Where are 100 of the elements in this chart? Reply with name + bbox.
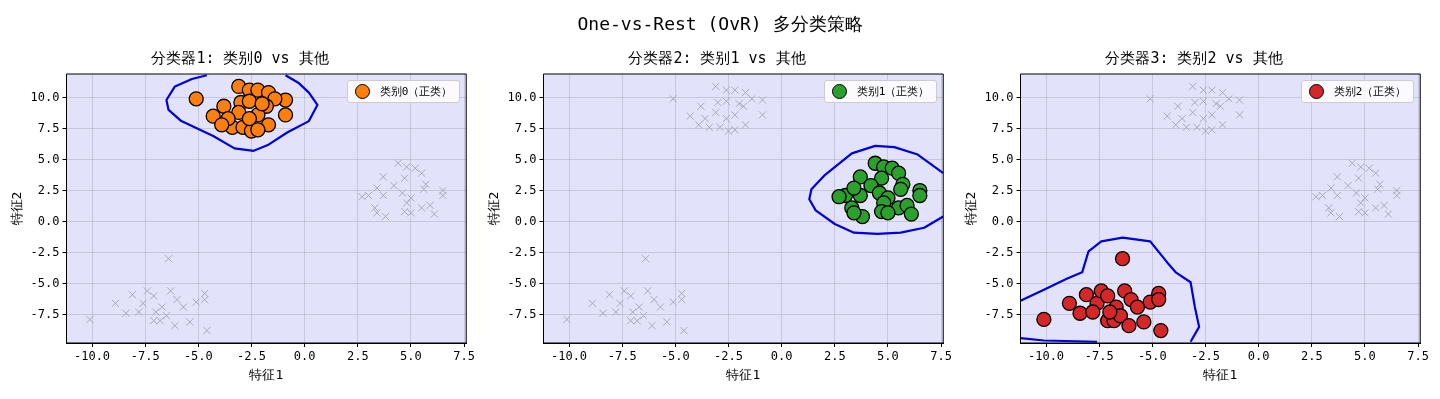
point [1199,114,1208,123]
x-tick-label: 5.0 [400,349,422,364]
point [1182,123,1191,132]
point [626,291,635,300]
point [1312,192,1321,201]
point [722,97,731,106]
point [389,181,398,190]
point [379,191,388,200]
y-tick-label: -7.5 [30,306,60,321]
x-tick-label: 2.5 [1300,349,1323,364]
point [1324,203,1333,212]
x-tick-label: -5.0 [183,349,213,364]
point [1212,99,1221,108]
point [1036,311,1052,328]
point [1218,120,1227,129]
point [650,295,659,304]
point [128,290,137,299]
point [134,307,143,317]
x-tick-label: 0.0 [770,349,793,364]
point [724,126,733,136]
point [1235,110,1244,119]
point [1114,251,1131,267]
point [1380,201,1389,210]
point [156,316,165,325]
y-tick-label: -5.0 [984,275,1014,290]
point [1371,203,1380,212]
point [406,193,415,202]
x-tick-label: 7.5 [453,349,475,364]
y-tick-label: -7.5 [507,306,537,321]
point [1333,172,1342,181]
y-axis-title: 特征2 [486,191,502,226]
point [611,307,620,317]
point [656,303,665,312]
y-axis-title: 特征2 [9,191,25,226]
point [188,91,204,107]
point [426,201,435,210]
point [1192,123,1202,132]
x-tick-label: 5.0 [877,349,899,364]
point [722,86,731,95]
point [701,114,710,123]
point [1085,304,1101,320]
point [1207,86,1216,95]
point [1129,299,1146,315]
point [149,291,158,300]
x-tick-label: -10.0 [73,349,111,364]
chart-title: 分类器2: 类别1 vs 其他 [628,48,806,67]
x-tick-label: 2.5 [346,349,369,364]
y-tick-label: -2.5 [30,244,60,259]
point [669,94,678,103]
x-tick-label: -10.0 [550,349,588,364]
point [735,99,744,108]
point [241,110,258,127]
point [873,170,890,186]
y-tick-label: -2.5 [507,244,537,259]
y-tick-label: 2.5 [514,182,537,197]
y-tick-label: 0.0 [991,213,1014,228]
point [1153,322,1169,339]
point [1201,126,1210,136]
point [122,309,131,318]
point [241,93,258,109]
chart-title: 分类器3: 类别2 vs 其他 [1105,48,1283,67]
point [216,98,232,114]
y-tick-label: 0.0 [37,213,60,228]
y-tick-label: -5.0 [507,275,537,290]
point [1163,112,1172,121]
point [254,96,270,112]
point [370,203,379,212]
point [402,162,411,172]
x-tick-label: -10.0 [1027,349,1065,364]
point [880,205,896,221]
point [643,286,652,295]
point [1078,287,1095,303]
y-tick-label: 7.5 [514,120,537,135]
point [430,210,439,219]
point [679,326,688,335]
x-axis-title: 特征1 [249,366,284,382]
point [202,326,211,335]
point [372,184,381,193]
x-tick-label: -7.5 [607,349,637,364]
point [741,120,750,129]
point [166,286,175,295]
point [1333,191,1342,200]
point [406,208,415,217]
point [730,110,739,119]
point [1188,108,1197,117]
point [372,208,381,217]
point [1348,159,1357,168]
point [173,295,182,304]
point [633,316,642,325]
point [1224,94,1233,103]
point [1384,210,1393,219]
x-axis-title: 特征1 [1203,366,1238,382]
y-tick-label: 2.5 [991,182,1014,197]
point [1136,314,1152,330]
x-tick-label: 2.5 [823,349,846,364]
point [694,120,703,129]
y-tick-label: 2.5 [37,182,60,197]
point [1151,291,1167,308]
point [705,123,714,132]
x-tick-label: -2.5 [714,349,743,364]
